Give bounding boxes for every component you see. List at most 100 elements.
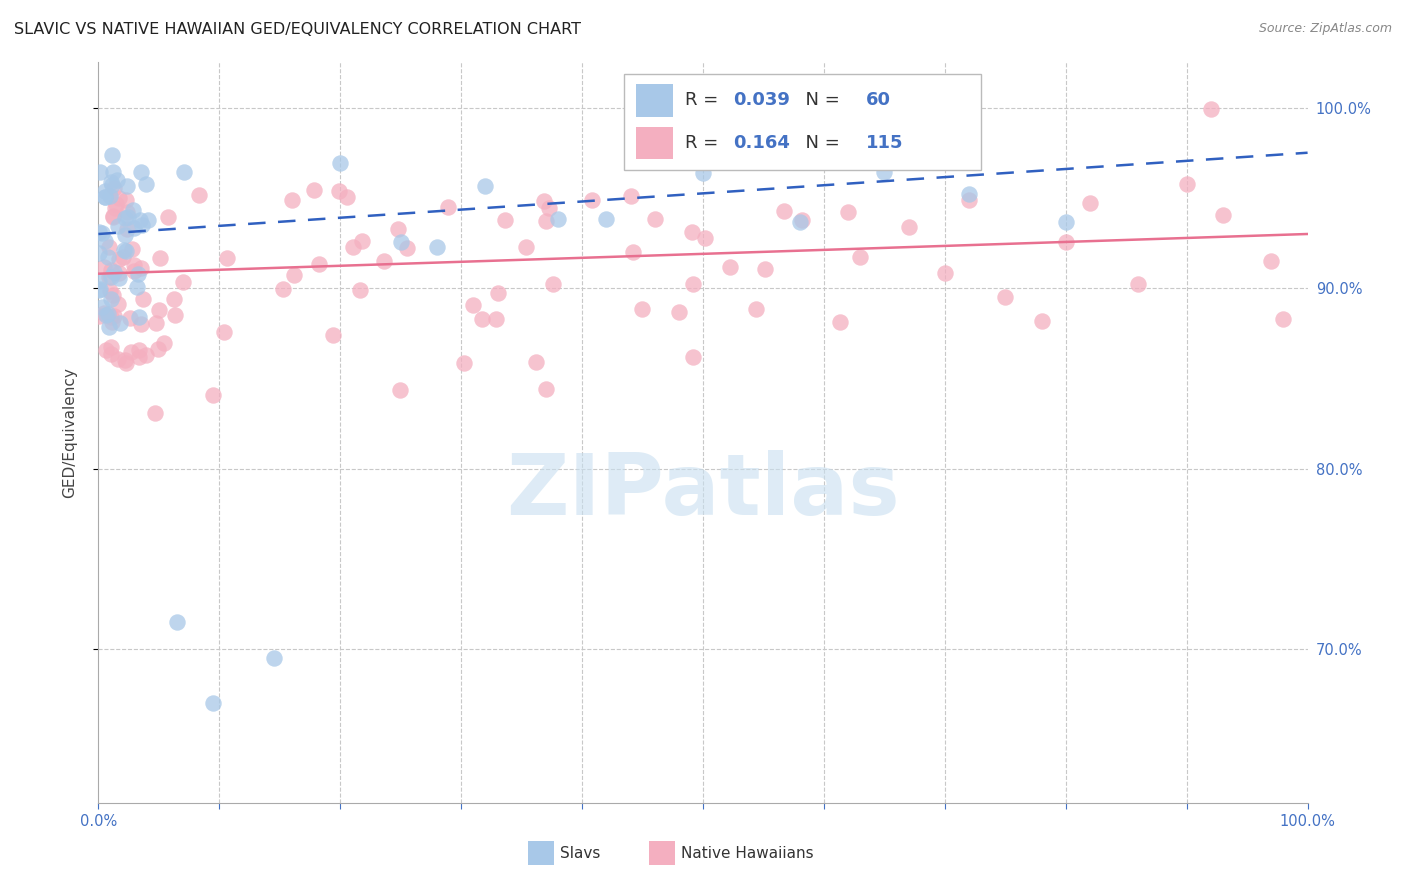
Point [115,356,138,370]
Y-axis label: GED/Equivalency: GED/Equivalency [63,368,77,498]
Point [957,193,980,207]
Point [100,176,122,190]
Point [534,214,557,228]
Point [128,351,150,365]
Point [89,246,111,260]
Point [202,388,225,402]
Point [107,297,129,311]
Point [1212,208,1234,222]
Point [202,697,225,711]
Point [581,193,603,207]
Point [1199,103,1222,117]
Point [426,240,449,254]
Point [107,352,129,367]
Point [302,183,325,197]
Point [1260,254,1282,268]
Point [89,282,111,296]
Point [217,252,239,266]
Point [124,264,146,278]
Point [124,258,146,272]
Text: ZIPatlas: ZIPatlas [506,450,900,533]
Point [89,283,111,297]
Point [515,240,537,254]
Point [101,209,124,223]
Point [120,345,142,359]
Point [114,193,136,207]
Point [93,306,115,320]
Point [105,173,128,187]
Point [387,222,409,236]
Point [187,188,209,202]
Text: 0.039: 0.039 [734,92,790,110]
Point [153,336,176,351]
Point [172,275,194,289]
Point [96,309,118,323]
Point [100,310,122,324]
Point [100,293,122,307]
Point [308,257,330,271]
Point [100,270,122,285]
Point [994,290,1017,304]
Point [173,165,195,179]
Point [668,305,690,319]
Text: N =: N = [793,92,845,110]
Point [101,164,124,178]
Point [89,165,111,179]
Point [143,406,166,420]
Point [352,235,374,249]
Point [120,311,142,326]
Point [1031,314,1053,328]
Point [136,212,159,227]
Point [163,292,186,306]
Point [474,178,496,193]
Point [494,212,516,227]
Point [135,348,157,362]
Point [212,326,235,340]
Point [620,189,643,203]
Point [373,253,395,268]
Point [132,292,155,306]
Point [114,211,136,226]
Point [108,316,131,330]
Bar [648,841,675,865]
Point [97,240,120,254]
FancyBboxPatch shape [624,73,981,169]
Point [754,261,776,276]
Point [789,215,811,229]
Point [547,211,569,226]
Text: N =: N = [793,134,845,152]
Point [349,283,371,297]
Point [718,260,741,275]
Point [453,356,475,370]
Point [148,303,170,318]
Point [165,308,187,322]
Point [101,148,124,162]
Point [94,190,117,204]
Point [135,177,157,191]
Point [103,265,125,279]
Text: 60: 60 [866,92,891,110]
Point [396,241,419,255]
Point [336,190,359,204]
Point [100,262,122,277]
Text: 115: 115 [866,134,904,152]
Point [101,178,124,193]
Point [128,310,150,324]
Point [1272,311,1295,326]
Point [127,267,149,281]
Point [682,277,704,292]
Bar [527,841,554,865]
Point [103,288,125,302]
Point [538,201,561,215]
Point [533,194,555,209]
Point [388,384,411,398]
Point [108,270,131,285]
Point [89,274,111,288]
Point [644,211,666,226]
Point [107,219,129,233]
Point [131,261,153,276]
Point [94,190,117,204]
Point [103,310,125,324]
Point [837,204,859,219]
Point [117,210,139,224]
